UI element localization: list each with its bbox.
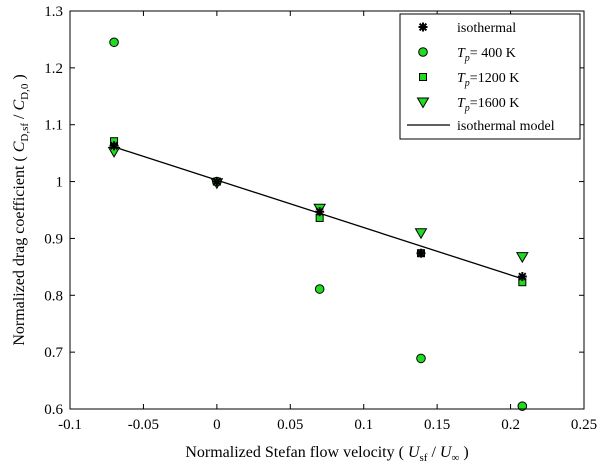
x-tick-label: 0.25 xyxy=(571,417,597,433)
chart-axes: -0.1 -0.05 0 0.05 0.1 0.15 0.2 0.25 0.6 0.7 0.8 0.9… xyxy=(44,4,597,433)
data-point xyxy=(109,141,119,151)
data-point xyxy=(109,37,119,48)
series-isothermal xyxy=(109,141,527,282)
data-point xyxy=(416,353,426,364)
y-tick-label: 1.2 xyxy=(44,61,63,77)
x-tick-label: 0 xyxy=(213,417,221,433)
chart-marks xyxy=(107,37,529,411)
legend-marker xyxy=(418,22,428,32)
legend-label: isothermal xyxy=(457,21,516,36)
legend-box xyxy=(399,13,581,140)
legend-marker xyxy=(416,97,430,109)
legend-label: Tp=1200 K xyxy=(457,71,519,89)
data-point xyxy=(414,228,428,240)
y-tick-label: 0.9 xyxy=(44,231,63,247)
x-tick-label: 0.05 xyxy=(277,417,303,433)
legend-label: Tp=1600 K xyxy=(457,96,519,114)
legend-label: Tp= 400 K xyxy=(457,46,516,64)
data-point xyxy=(517,401,528,411)
x-tick-label: 0.1 xyxy=(354,417,373,433)
x-tick-label: 0.15 xyxy=(424,417,450,433)
x-tick-label: -0.05 xyxy=(128,417,159,433)
y-tick-label: 0.7 xyxy=(44,345,63,361)
data-point xyxy=(212,177,222,187)
legend-marker xyxy=(419,73,427,81)
legend-label: isothermal model xyxy=(457,119,555,134)
data-point xyxy=(517,272,527,282)
x-tick-label: -0.1 xyxy=(58,417,82,433)
y-axis-label: Normalized drag coefficient ( CD,sf / CD… xyxy=(11,74,31,345)
y-tick-label: 1.1 xyxy=(44,118,63,134)
y-tick-label: 1.3 xyxy=(44,4,63,20)
y-tick-label: 0.6 xyxy=(44,402,63,418)
y-tick-label: 1 xyxy=(56,175,64,191)
legend-marker xyxy=(418,47,428,57)
x-axis-label: Normalized Stefan flow velocity ( Usf / … xyxy=(185,444,468,464)
data-point xyxy=(315,207,325,217)
data-point xyxy=(416,248,426,258)
x-tick-label: 0.2 xyxy=(501,417,520,433)
data-point xyxy=(314,284,325,294)
data-point xyxy=(515,252,529,264)
axes-frame xyxy=(69,10,585,410)
chart-legend: isothermal Tp= 400 K Tp=1200 K Tp=1600 K iso… xyxy=(399,13,581,140)
y-tick-label: 0.8 xyxy=(44,288,63,304)
